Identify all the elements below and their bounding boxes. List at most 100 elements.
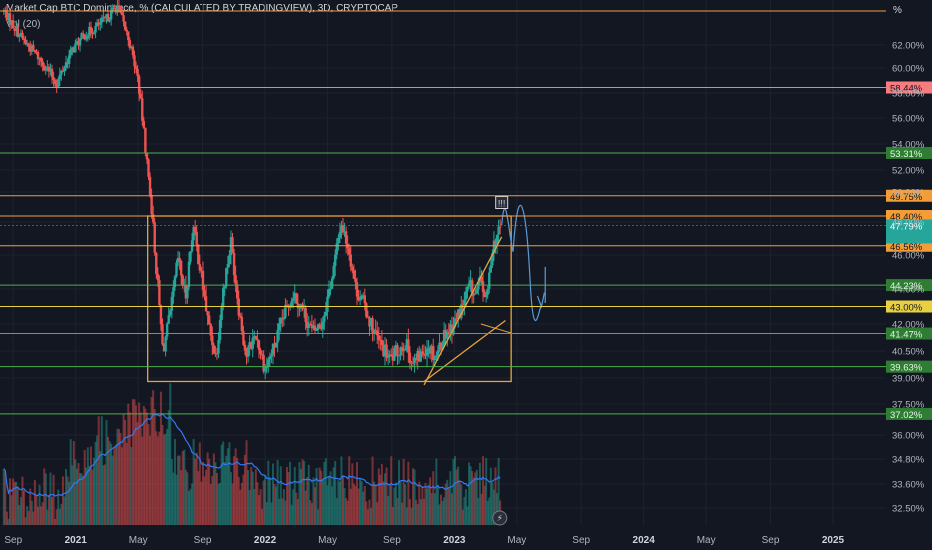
candle-body	[435, 355, 438, 358]
candle-body	[27, 43, 30, 47]
volume-bar	[107, 436, 110, 525]
volume-bar	[345, 498, 348, 525]
volume-bar	[21, 476, 24, 525]
volume-bar	[66, 476, 69, 525]
volume-bar	[220, 444, 223, 525]
candle-body	[341, 225, 345, 233]
candle-body	[95, 22, 99, 26]
candle-body	[446, 332, 449, 339]
candle-body	[380, 340, 384, 345]
volume-bar	[150, 397, 153, 525]
candle-body	[235, 284, 239, 299]
volume-bar	[447, 487, 450, 525]
candle-body	[200, 270, 203, 272]
volume-bar	[19, 497, 22, 525]
candle-body	[260, 354, 264, 356]
volume-bar	[54, 519, 57, 525]
candle-body	[357, 296, 360, 301]
volume-bar	[304, 490, 307, 525]
candle-body	[228, 255, 231, 264]
volume-bar	[324, 458, 327, 525]
y-tick-label: 46.00%	[892, 251, 925, 262]
volume-bar	[201, 461, 204, 525]
y-tick-label: 40.50%	[892, 347, 925, 358]
candle-body	[320, 328, 323, 330]
volume-bar	[457, 466, 460, 525]
volume-bar	[222, 441, 225, 525]
candle-body	[480, 276, 483, 282]
volume-bar	[10, 495, 13, 525]
candle-body	[489, 265, 493, 273]
volume-bar	[468, 462, 471, 525]
volume-bar	[30, 500, 33, 525]
volume-bar	[89, 446, 92, 525]
volume-bar	[226, 448, 229, 525]
candle-body	[184, 284, 188, 299]
candle-body	[43, 65, 46, 71]
candle-body	[365, 303, 368, 317]
candle-body	[407, 339, 410, 353]
chart-title: Market Cap BTC Dominance, % (CALCULATED …	[6, 3, 398, 14]
volume-bar	[251, 471, 254, 525]
x-tick-label: May	[129, 535, 148, 546]
candle-body	[74, 43, 77, 53]
volume-bar	[159, 391, 162, 525]
candle-body	[193, 226, 197, 232]
candle-body	[296, 303, 300, 308]
candle-body	[53, 80, 57, 85]
candle-body	[354, 278, 357, 283]
candle-body	[447, 332, 451, 334]
x-tick-label: 2021	[65, 535, 88, 546]
candle-body	[44, 69, 47, 71]
volume-bar	[407, 461, 410, 525]
candle-body	[248, 342, 251, 348]
volume-bar	[427, 484, 430, 525]
candle-body	[211, 335, 214, 346]
candle-body	[414, 357, 418, 360]
volume-bar	[310, 503, 313, 525]
forecast-arrow-2	[512, 204, 543, 322]
candle-body	[86, 35, 90, 39]
volume-bar	[2, 468, 5, 525]
candle-body	[41, 61, 44, 66]
volume-bar	[43, 468, 46, 525]
volume-bar	[200, 481, 203, 525]
candle-body	[329, 288, 332, 290]
volume-bar	[472, 477, 475, 525]
volume-bar	[405, 507, 408, 525]
volume-bar	[418, 481, 421, 525]
volume-bar	[415, 499, 418, 525]
volume-bar	[144, 408, 147, 525]
volume-bar	[68, 481, 71, 525]
candle-body	[217, 340, 220, 354]
volume-bar	[295, 492, 298, 525]
candle-body	[307, 323, 310, 328]
volume-bar	[321, 478, 324, 525]
candle-body	[455, 318, 458, 320]
y-tick-label: 42.00%	[892, 320, 925, 331]
volume-bar	[273, 484, 276, 525]
candle-body	[466, 286, 469, 292]
volume-bar	[158, 431, 161, 525]
candle-body	[201, 270, 205, 291]
volume-bar	[55, 509, 58, 525]
candle-body	[198, 264, 202, 271]
volume-bar	[16, 486, 19, 525]
volume-bar	[461, 509, 464, 525]
candle-body	[155, 252, 158, 274]
volume-bar	[248, 490, 251, 525]
candle-body	[491, 253, 494, 266]
candle-body	[142, 120, 146, 128]
volume-bar	[393, 487, 396, 525]
candle-body	[39, 57, 43, 62]
volume-bar	[309, 500, 312, 525]
volume-bar	[250, 466, 253, 525]
volume-bar	[477, 498, 480, 525]
volume-bar	[186, 472, 189, 525]
volume-bar	[192, 439, 195, 525]
volume-bar	[198, 442, 201, 525]
y-tick-label: 48.00%	[892, 218, 925, 229]
candle-body	[279, 318, 282, 324]
candle-body	[268, 356, 272, 360]
